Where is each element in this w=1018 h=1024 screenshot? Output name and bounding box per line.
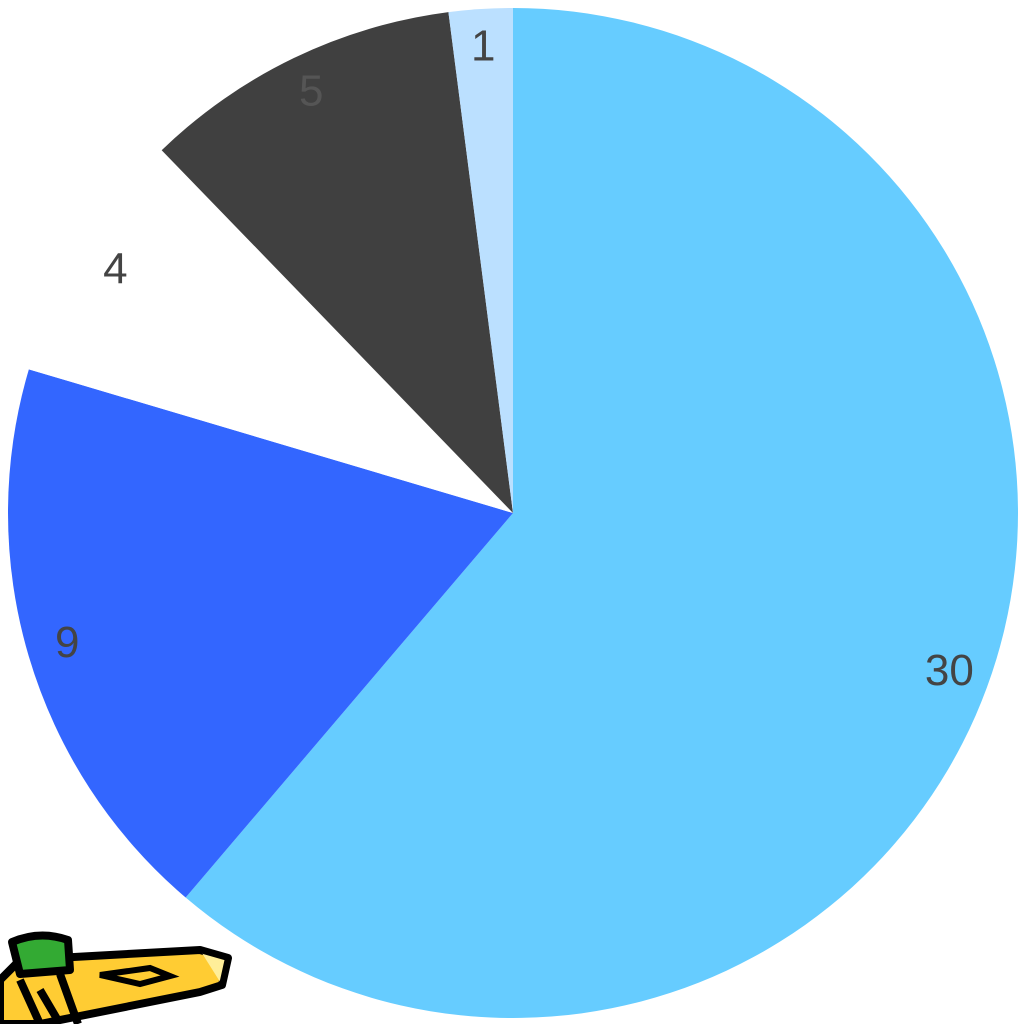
value-label: 1 (471, 22, 495, 71)
pie-slice (8, 369, 514, 898)
value-labels: 30 9 4 5 1 (55, 22, 974, 696)
pie-slice (161, 12, 514, 513)
pencil-clipart (0, 931, 232, 1024)
value-label: 9 (55, 618, 79, 667)
pie-slice (28, 150, 513, 513)
pie-slice (185, 8, 1018, 1018)
value-label: 5 (299, 67, 323, 116)
pie-slice (448, 8, 513, 513)
pie (8, 8, 1018, 1018)
value-label: 30 (925, 646, 974, 695)
value-label: 4 (103, 245, 127, 294)
